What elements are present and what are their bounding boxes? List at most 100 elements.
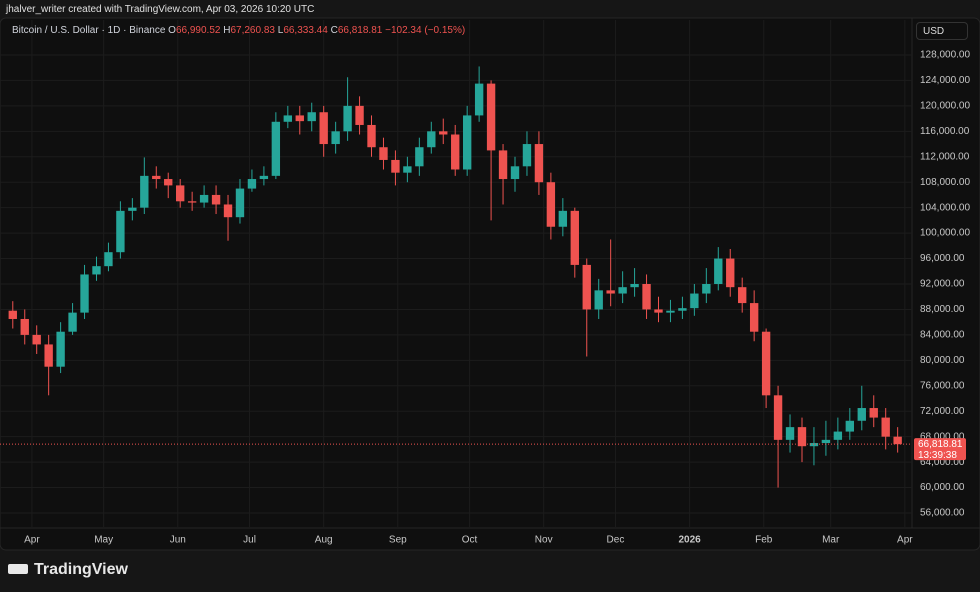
candle-body [797, 427, 807, 447]
y-tick-label: 88,000.00 [920, 304, 965, 315]
candle-body [618, 287, 627, 294]
y-tick-label: 56,000.00 [920, 508, 965, 519]
candle-body [606, 290, 615, 294]
candle-body [642, 283, 651, 310]
y-tick-label: 120,000.00 [920, 101, 970, 112]
candle-body [510, 166, 520, 180]
candle-body [546, 182, 556, 227]
candle-body [80, 274, 89, 313]
x-tick-label: Mar [822, 535, 840, 546]
header: jhalver_writer created with TradingView.… [6, 4, 315, 15]
candle-body [367, 124, 376, 148]
ohlc-value: 66,990.52 [175, 25, 221, 36]
y-tick-label: 104,000.00 [920, 202, 970, 213]
candle-body [857, 408, 866, 421]
candle-body [307, 112, 316, 122]
logo-icon [8, 564, 28, 574]
candle-body [68, 312, 77, 332]
candle-body [8, 310, 17, 319]
ohlc-label: L [277, 25, 284, 36]
ohlc-label: C [330, 25, 338, 36]
candle-body [403, 166, 412, 173]
change: −102.34 (−0.15%) [385, 25, 466, 36]
candle-body [702, 283, 711, 294]
candle-body [714, 258, 723, 284]
y-tick-label: 112,000.00 [920, 151, 970, 162]
y-tick-label: 128,000.00 [920, 50, 970, 61]
candle-body [283, 115, 292, 122]
last-price-label: 66,818.81 [918, 439, 963, 450]
ohlc-label: O [168, 25, 176, 36]
candle-body [199, 194, 209, 203]
x-tick-label: Jul [243, 535, 256, 546]
x-tick-label: Apr [24, 535, 40, 546]
candle-body [666, 310, 675, 313]
candle-body [833, 431, 843, 440]
symbol: Bitcoin / U.S. Dollar · 1D · Binance [12, 25, 166, 36]
candle-body [176, 185, 185, 202]
y-tick-label: 68,000.00 [920, 431, 965, 442]
chart: 56,000.00 60,000.00 64,000.00 68,000.00 72,0… [0, 17, 980, 551]
candle-body [821, 439, 831, 444]
candle-body [785, 427, 795, 440]
y-tick-label: 96,000.00 [920, 253, 965, 264]
candle-body [678, 308, 687, 311]
candle-body [881, 417, 890, 437]
y-tick-label: 72,000.00 [920, 406, 965, 417]
candle-body [331, 131, 340, 145]
candle-body [235, 188, 245, 218]
countdown: 13:39:38 [918, 450, 957, 461]
y-tick-label: 76,000.00 [920, 380, 965, 391]
currency[interactable]: USD [916, 22, 968, 40]
candle-body [128, 207, 137, 211]
candle-body [20, 318, 29, 335]
logo: TradingView [8, 561, 128, 579]
candle-body [738, 287, 747, 304]
candle-body [259, 175, 269, 180]
y-tick-label: 116,000.00 [920, 126, 970, 137]
candle-body [295, 115, 304, 122]
x-tick-label: Aug [315, 535, 333, 546]
candle-body [570, 210, 579, 265]
ohlc-value: 66,818.81 [337, 25, 383, 36]
x-tick-label: Feb [755, 535, 773, 546]
candle-body [379, 147, 388, 160]
ohlc-value: 67,260.83 [230, 25, 275, 36]
candle-body [582, 264, 591, 310]
candle-body [319, 112, 328, 145]
candle-body [654, 309, 663, 313]
candle-body [271, 121, 281, 176]
candle-body [116, 210, 125, 253]
candle-body [187, 201, 197, 203]
candle-body [247, 179, 257, 189]
x-tick-label: Sep [389, 535, 407, 546]
y-tick-label: 108,000.00 [920, 177, 970, 188]
candle-body [391, 159, 400, 173]
candle-body [92, 266, 101, 275]
x-tick-label: 2026 [678, 535, 701, 546]
candle-body [32, 334, 41, 345]
candle-body [726, 258, 735, 288]
x-tick-label: Apr [897, 535, 913, 546]
x-tick-label: Oct [462, 535, 478, 546]
candle-body [439, 131, 448, 135]
candle-body [845, 420, 855, 432]
candle-body [761, 331, 771, 396]
last-price-tag [914, 438, 966, 461]
candle-body [558, 210, 568, 227]
x-tick-label: Jun [170, 535, 186, 546]
candle-body [486, 83, 496, 151]
candle-body [534, 144, 544, 183]
candle-body [462, 115, 472, 170]
y-tick-label: 60,000.00 [920, 482, 965, 493]
candle-body [869, 408, 878, 418]
ohlc-value: 66,333.44 [283, 25, 328, 36]
y-tick-label: 100,000.00 [920, 228, 970, 239]
x-tick-label: Dec [607, 535, 625, 546]
logo-text: TradingView [34, 561, 128, 578]
y-tick-label: 64,000.00 [920, 457, 965, 468]
x-tick-label: May [94, 535, 113, 546]
candle-body [498, 150, 508, 180]
candle-body [164, 179, 173, 186]
